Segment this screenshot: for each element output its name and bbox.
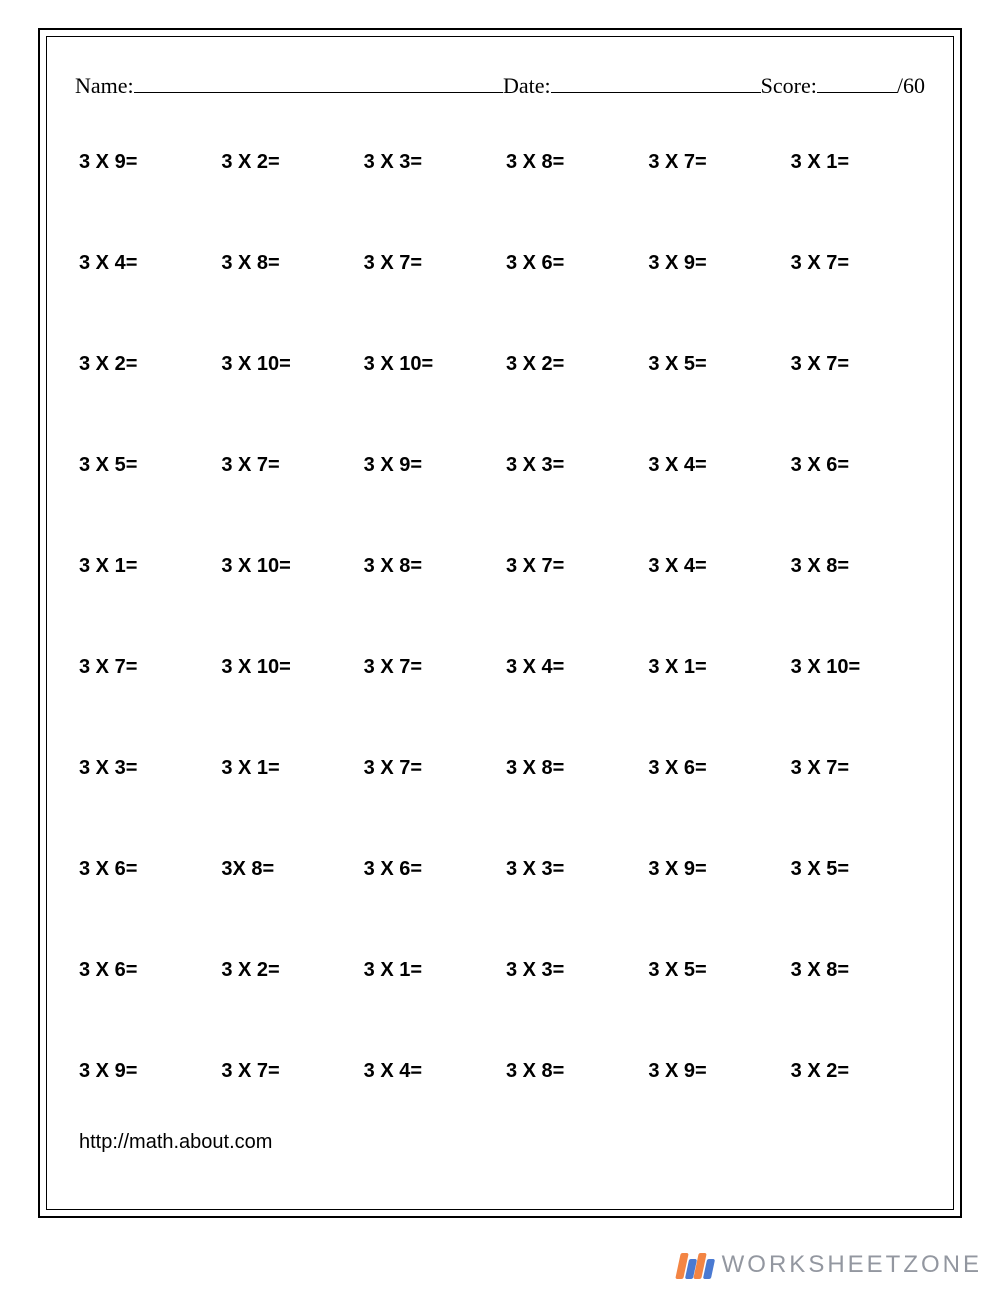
problem-cell: 3 X 1= xyxy=(364,959,498,982)
problem-cell: 3 X 10= xyxy=(221,656,355,679)
problem-cell: 3 X 7= xyxy=(221,454,355,477)
page-inner-border: Name: Date: Score: /60 3 X 9= 3 X 2= 3 X 3… xyxy=(46,36,954,1210)
problem-cell: 3 X 3= xyxy=(79,757,213,780)
header-line: Name: Date: Score: /60 xyxy=(75,69,925,99)
problem-cell: 3 X 6= xyxy=(506,252,640,275)
problem-cell: 3 X 7= xyxy=(648,151,782,174)
problem-cell: 3 X 3= xyxy=(506,858,640,881)
name-blank[interactable] xyxy=(134,69,503,93)
problem-cell: 3 X 5= xyxy=(648,353,782,376)
problem-cell: 3 X 8= xyxy=(791,959,925,982)
problem-cell: 3 X 10= xyxy=(791,656,925,679)
problem-cell: 3 X 7= xyxy=(364,757,498,780)
problem-cell: 3 X 4= xyxy=(648,454,782,477)
problem-cell: 3 X 9= xyxy=(364,454,498,477)
problem-cell: 3 X 6= xyxy=(79,959,213,982)
name-label: Name: xyxy=(75,73,134,99)
problem-cell: 3 X 9= xyxy=(79,1060,213,1083)
problem-cell: 3 X 10= xyxy=(221,353,355,376)
problem-cell: 3 X 6= xyxy=(364,858,498,881)
problem-cell: 3 X 10= xyxy=(221,555,355,578)
problem-cell: 3 X 8= xyxy=(506,757,640,780)
problem-cell: 3 X 5= xyxy=(791,858,925,881)
problem-cell: 3 X 9= xyxy=(648,858,782,881)
page-outer-border: Name: Date: Score: /60 3 X 9= 3 X 2= 3 X 3… xyxy=(38,28,962,1218)
problem-cell: 3 X 1= xyxy=(648,656,782,679)
source-url: http://math.about.com xyxy=(75,1131,925,1154)
problem-cell: 3 X 7= xyxy=(221,1060,355,1083)
problem-cell: 3 X 8= xyxy=(791,555,925,578)
problem-cell: 3 X 8= xyxy=(364,555,498,578)
problem-cell: 3 X 4= xyxy=(506,656,640,679)
problem-cell: 3 X 2= xyxy=(79,353,213,376)
problem-cell: 3 X 6= xyxy=(791,454,925,477)
problem-cell: 3 X 4= xyxy=(648,555,782,578)
problem-cell: 3 X 2= xyxy=(221,151,355,174)
problem-cell: 3 X 1= xyxy=(79,555,213,578)
problem-cell: 3 X 9= xyxy=(648,1060,782,1083)
watermark-logo-icon xyxy=(678,1251,712,1279)
watermark-text: WORKSHEETZONE xyxy=(722,1251,982,1279)
problem-cell: 3 X 7= xyxy=(791,252,925,275)
problem-cell: 3 X 1= xyxy=(221,757,355,780)
score-label: Score: xyxy=(761,73,817,99)
problem-cell: 3 X 7= xyxy=(791,757,925,780)
problem-cell: 3 X 8= xyxy=(506,151,640,174)
problem-cell: 3 X 6= xyxy=(648,757,782,780)
problem-cell: 3 X 7= xyxy=(791,353,925,376)
problem-cell: 3 X 8= xyxy=(506,1060,640,1083)
problem-cell: 3 X 3= xyxy=(364,151,498,174)
problem-cell: 3 X 7= xyxy=(364,252,498,275)
problem-cell: 3 X 4= xyxy=(364,1060,498,1083)
problem-cell: 3 X 8= xyxy=(221,252,355,275)
problem-cell: 3 X 10= xyxy=(364,353,498,376)
problem-cell: 3 X 6= xyxy=(79,858,213,881)
problem-cell: 3 X 1= xyxy=(791,151,925,174)
problem-cell: 3 X 3= xyxy=(506,454,640,477)
problem-cell: 3 X 9= xyxy=(648,252,782,275)
problem-cell: 3 X 9= xyxy=(79,151,213,174)
problem-cell: 3 X 2= xyxy=(506,353,640,376)
problem-cell: 3 X 7= xyxy=(79,656,213,679)
score-blank[interactable] xyxy=(817,69,897,93)
problem-cell: 3 X 2= xyxy=(791,1060,925,1083)
problem-cell: 3 X 7= xyxy=(364,656,498,679)
date-label: Date: xyxy=(503,73,551,99)
problem-cell: 3X 8= xyxy=(221,858,355,881)
date-blank[interactable] xyxy=(551,69,761,93)
problem-cell: 3 X 4= xyxy=(79,252,213,275)
problems-grid: 3 X 9= 3 X 2= 3 X 3= 3 X 8= 3 X 7= 3 X 1= 3 X … xyxy=(75,151,925,1083)
problem-cell: 3 X 5= xyxy=(79,454,213,477)
watermark: WORKSHEETZONE xyxy=(678,1251,982,1279)
problem-cell: 3 X 5= xyxy=(648,959,782,982)
score-suffix: /60 xyxy=(897,73,925,99)
problem-cell: 3 X 7= xyxy=(506,555,640,578)
problem-cell: 3 X 2= xyxy=(221,959,355,982)
problem-cell: 3 X 3= xyxy=(506,959,640,982)
